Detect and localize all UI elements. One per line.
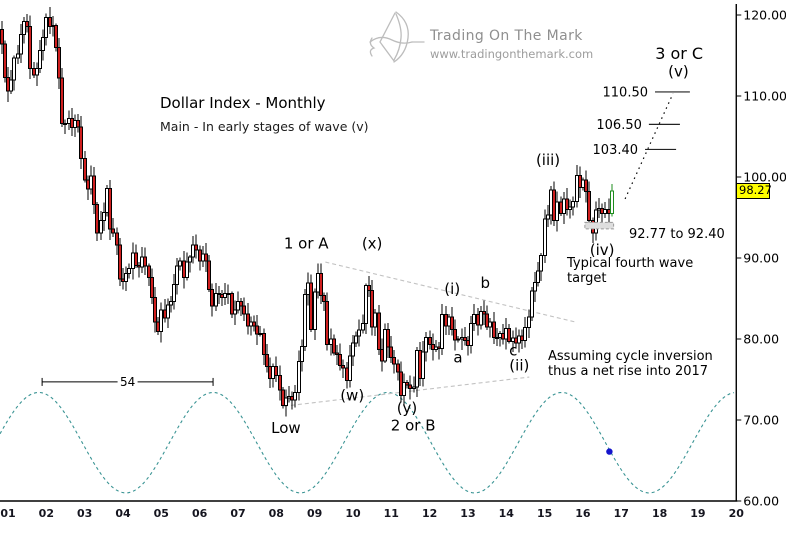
y-axis-label-120.00: 120.00 <box>743 8 786 23</box>
x-axis-label-05: 05 <box>154 507 169 520</box>
chart-title: Dollar Index - Monthly <box>160 94 326 112</box>
target-level-label-110.50: 110.50 <box>603 85 649 100</box>
cycle-sine-wave <box>0 391 735 494</box>
wave-label-1-or-a: 1 or A <box>284 234 329 252</box>
wave-label--iv-: (iv) <box>590 241 615 259</box>
x-axis-label-07: 07 <box>230 507 245 520</box>
fourth-wave-target-zone <box>584 221 615 230</box>
totm-archer-logo-icon <box>369 11 425 63</box>
x-axis-label-14: 14 <box>499 507 515 520</box>
x-axis-label-09: 09 <box>307 507 322 520</box>
x-axis-label-19: 19 <box>690 507 705 520</box>
wave-label--iii-: (iii) <box>536 151 560 169</box>
cycle-position-dot <box>606 448 613 455</box>
x-axis-label-03: 03 <box>77 507 92 520</box>
wave-label--w-: (w) <box>340 387 364 405</box>
y-axis-label-100.00: 100.00 <box>743 170 786 185</box>
candlestick-series <box>0 7 614 417</box>
wave-label--ii-: (ii) <box>509 357 529 375</box>
triangle-trendline-upper <box>325 261 576 323</box>
x-axis-label-13: 13 <box>460 507 475 520</box>
x-axis-label-10: 10 <box>345 507 361 520</box>
chart-subtitle: Main - In early stages of wave (v) <box>160 119 369 134</box>
target-level-label-106.50: 106.50 <box>596 118 642 133</box>
logo-name: Trading On The Mark <box>430 28 583 44</box>
y-axis-label-110.00: 110.00 <box>743 89 786 104</box>
x-axis-label-15: 15 <box>537 507 552 520</box>
x-axis-label-11: 11 <box>384 507 399 520</box>
wave-label--v-: (v) <box>668 63 689 81</box>
x-axis-label-17: 17 <box>614 507 629 520</box>
wave-label--x-: (x) <box>362 234 383 252</box>
y-axis-label-80.00: 80.00 <box>743 332 779 347</box>
wave-label-b: b <box>480 274 490 292</box>
y-axis-label-70.00: 70.00 <box>743 413 779 428</box>
x-axis-label-16: 16 <box>575 507 591 520</box>
x-axis-label-01: 01 <box>0 507 15 520</box>
wave-label-2-or-b: 2 or B <box>391 417 436 435</box>
logo-url: www.tradingonthemark.com <box>430 47 594 61</box>
fourth-wave-target-note: Typical fourth wave target <box>567 256 694 287</box>
wave-label-3-or-c: 3 or C <box>655 44 703 63</box>
wave-label-c: c <box>509 341 517 359</box>
y-axis-label-90.00: 90.00 <box>743 251 779 266</box>
y-axis-label-60.00: 60.00 <box>743 494 779 509</box>
x-axis-label-02: 02 <box>39 507 54 520</box>
x-axis-label-08: 08 <box>269 507 284 520</box>
current-price-tag: 98.27 <box>736 183 772 199</box>
x-axis-label-18: 18 <box>652 507 667 520</box>
x-axis-label-20: 20 <box>729 507 745 520</box>
wave-label--y-: (y) <box>397 399 418 417</box>
cycle-measurement-54: 54 <box>41 374 214 389</box>
x-axis-label-04: 04 <box>115 507 131 520</box>
target-level-label-103.40: 103.40 <box>593 143 639 158</box>
measurement-label: 54 <box>120 375 135 389</box>
cycle-inversion-note: Assuming cycle inversion thus a net rise… <box>548 349 713 380</box>
wave-label-a: a <box>453 349 462 367</box>
wave-label--i-: (i) <box>444 280 460 298</box>
fourth-wave-target-range-label: 92.77 to 92.40 <box>629 227 725 242</box>
wave-label-low: Low <box>271 419 301 437</box>
x-axis-label-12: 12 <box>422 507 437 520</box>
triangle-trendline-lower <box>283 376 530 407</box>
x-axis-label-06: 06 <box>192 507 208 520</box>
